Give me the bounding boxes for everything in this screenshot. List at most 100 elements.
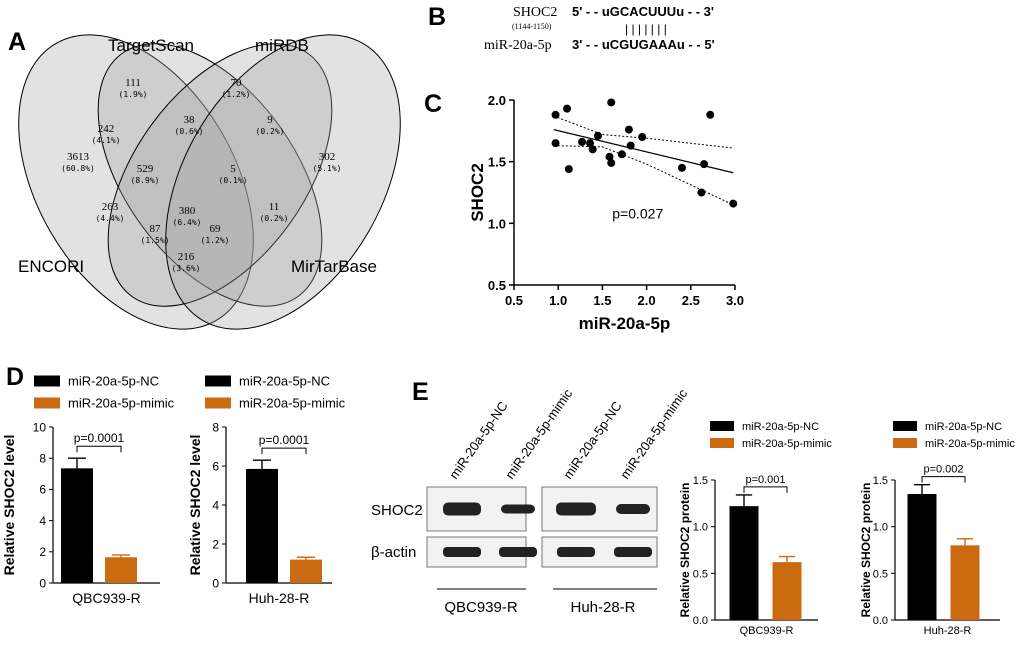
x-tick-label: 1.5 (593, 293, 611, 308)
scatter-point (551, 110, 560, 119)
y-tick-label: 8 (39, 452, 46, 466)
scatter-point (706, 110, 715, 119)
venn-region-percent: (1.5%) (141, 236, 170, 245)
y-tick-label: 1.0 (693, 522, 708, 534)
y-tick-label: 0 (212, 576, 219, 590)
panel-label-e: E (412, 378, 429, 406)
scatter-point (626, 141, 635, 150)
scatter-point (563, 104, 572, 113)
venn-region-count: 302 (319, 151, 336, 163)
bar-mimic (105, 557, 137, 583)
y-axis-title: Relative SHOC2 protein (678, 483, 692, 618)
bar-chart-e2: miR-20a-5p-NC miR-20a-5p-mimic 0.0 0.5 1.0 1.… (859, 421, 1015, 637)
venn-region-percent: (6.4%) (173, 218, 202, 227)
scatter-point (588, 145, 597, 154)
binding-site: SHOC2 (1144-1150) miR-20a-5p 5' - - uGCA… (484, 4, 715, 53)
scatter-point (677, 163, 686, 172)
venn-region-count: 9 (267, 114, 273, 126)
venn-region-percent: (4.1%) (92, 136, 121, 145)
x-tick-label: 2.5 (682, 293, 700, 308)
binding-pair-lines: | | | | | | | (625, 22, 667, 36)
scatter-point (697, 188, 706, 197)
venn-region-count: 380 (179, 205, 196, 217)
venn-region-percent: (0.1%) (219, 176, 248, 185)
venn-set-encori: ENCORI (18, 257, 84, 276)
panel-label-b: B (428, 3, 446, 31)
venn-region-percent: (1.2%) (222, 90, 251, 99)
venn-region-count: 38 (184, 114, 196, 126)
binding-gene-sequence: 5' - - uGCACUUUu - - 3' (572, 4, 714, 19)
y-axis-title: Relative SHOC2 level (1, 435, 17, 576)
y-tick-label: 1.5 (873, 475, 888, 487)
scatter-point (586, 139, 595, 148)
legend-swatch (710, 421, 734, 431)
venn-region-percent: (60.8%) (61, 164, 95, 173)
band-shoc2 (501, 504, 535, 514)
bar-chart-e1: miR-20a-5p-NC miR-20a-5p-mimic 0.0 0.5 1.0 1.… (678, 421, 832, 637)
venn-ellipse-mirtarbase (165, 34, 401, 330)
binding-mirna-name: miR-20a-5p (484, 38, 552, 53)
y-tick-label: 6 (212, 459, 219, 473)
scatter-point (700, 160, 709, 169)
y-tick-label: 0.5 (873, 568, 888, 580)
y-tick-label: 0 (39, 576, 46, 590)
scatter-point (607, 98, 616, 107)
venn-ellipse-encori (18, 34, 254, 330)
y-tick-label: 4 (39, 514, 46, 528)
significance-bracket (76, 445, 122, 453)
venn-region-count: 529 (137, 163, 154, 175)
scatter-point (617, 150, 626, 159)
band-shoc2 (556, 502, 596, 516)
blot-row-label: β-actin (371, 544, 416, 561)
y-tick-label: 0.0 (693, 615, 708, 627)
bar-chart-d1: miR-20a-5p-NC miR-20a-5p-mimic 0 2 4 6 8 10 p=0.… (1, 374, 175, 606)
bar-mimic (950, 545, 980, 620)
lane-label: miR-20a-5p-NC (560, 399, 625, 482)
ci-lower-line (553, 145, 734, 206)
scatter-chart-c: 0.5 1.0 1.5 2.0 0.5 1.0 1.5 2.0 2.5 3.0 miR-20a-5p… (468, 93, 744, 333)
x-axis-title: QBC939-R (72, 590, 140, 606)
scatter-point (593, 131, 602, 140)
venn-region-percent: (0.2%) (256, 127, 285, 136)
scatter-point (551, 139, 560, 148)
band-beta-actin (614, 547, 652, 557)
venn-region-percent: (1.9%) (119, 90, 148, 99)
y-axis-title: Relative SHOC2 level (187, 435, 203, 576)
blot-group-label: QBC939-R (444, 599, 518, 616)
venn-region-count: 69 (210, 223, 222, 235)
panel-label-c: C (424, 90, 442, 118)
venn-regions: 111(1.9%)70(1.2%)3613(60.8%)242(4.1%)38(… (61, 77, 341, 273)
legend-swatch (893, 438, 917, 448)
venn-region-count: 3613 (67, 151, 90, 163)
venn-region-percent: (0.6%) (175, 127, 204, 136)
binding-gene-position: (1144-1150) (512, 22, 552, 31)
significance-bracket (743, 486, 788, 493)
band-shoc2 (616, 504, 650, 514)
y-tick-label: 1.0 (488, 216, 506, 231)
p-value-label: p=0.0001 (74, 431, 125, 445)
venn-region-count: 11 (269, 201, 280, 213)
scatter-point (605, 152, 614, 161)
venn-set-mirtarbase: MirTarBase (291, 257, 377, 276)
significance-bracket (261, 447, 307, 455)
legend-swatch (710, 438, 734, 448)
panel-label-a: A (8, 28, 26, 56)
significance-bracket (921, 476, 966, 483)
band-shoc2 (443, 502, 481, 516)
binding-mirna-sequence: 3' - - uCGUGAAAu - - 5' (572, 37, 715, 52)
p-value-label: p=0.001 (745, 474, 785, 486)
venn-region-count: 87 (150, 223, 162, 235)
bar-nc (246, 468, 278, 583)
y-axis-title: Relative SHOC2 protein (859, 483, 873, 618)
venn-region-percent: (3.6%) (172, 264, 201, 273)
y-tick-label: 8 (212, 420, 219, 434)
band-beta-actin (443, 547, 481, 557)
y-tick-label: 1.0 (873, 522, 888, 534)
lane-label: miR-20a-5p-mimic (617, 386, 690, 482)
bar-nc (729, 506, 759, 620)
scatter-point (607, 158, 616, 167)
venn-region-percent: (0.2%) (260, 214, 289, 223)
legend-swatch (34, 397, 60, 409)
